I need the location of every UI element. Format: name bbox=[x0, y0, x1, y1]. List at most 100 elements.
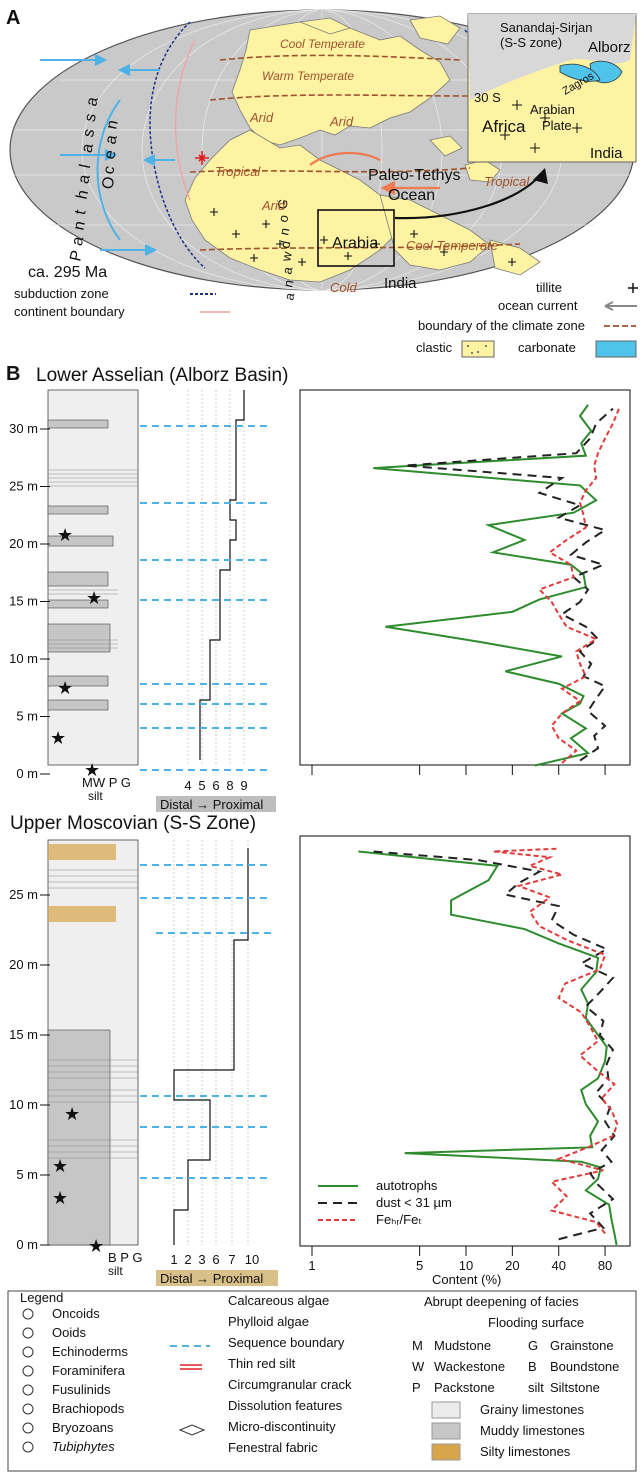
legend-item-label: Sequence boundary bbox=[228, 1335, 345, 1350]
panel-a-label: A bbox=[6, 7, 20, 29]
svg-text:★: ★ bbox=[57, 525, 73, 545]
legend-item-label: Thin red silt bbox=[228, 1356, 296, 1371]
panthalassa-letter: a bbox=[75, 173, 93, 185]
depth-tick-label: 25 m bbox=[9, 887, 38, 902]
content-tick-label: 5 bbox=[416, 1258, 423, 1273]
legend-flooding-label: Flooding surface bbox=[488, 1315, 584, 1330]
texture-name: Grainstone bbox=[550, 1338, 614, 1353]
texture-abbrev: silt bbox=[528, 1380, 544, 1395]
gondwana-letter: a bbox=[279, 265, 295, 276]
climate-arid-1: Arid bbox=[249, 110, 274, 125]
upper-facies-axis: 1 2 3 6 7 10 bbox=[170, 1252, 259, 1267]
texture-name: Packstone bbox=[434, 1380, 495, 1395]
panthalassa-letter: a bbox=[69, 235, 87, 247]
texture-abbrev: P bbox=[412, 1380, 421, 1395]
legend-symbol-icon bbox=[22, 1384, 34, 1396]
legend-symbol-icon bbox=[22, 1441, 34, 1453]
ocean-letter: n bbox=[103, 119, 121, 131]
lower-facies-axis-bar bbox=[156, 796, 276, 812]
inset-alborz: Alborz bbox=[588, 39, 631, 56]
texture-name: Boundstone bbox=[550, 1359, 619, 1374]
legend-item-label: Ooids bbox=[52, 1325, 86, 1340]
depth-tick-label: 30 m bbox=[9, 421, 38, 436]
ocean-letter: O bbox=[99, 175, 118, 191]
legend-item-label: Calcareous algae bbox=[228, 1293, 329, 1308]
svg-text:★: ★ bbox=[88, 1236, 104, 1256]
shade-swatch bbox=[431, 1401, 461, 1419]
facies-tick-label: 7 bbox=[228, 1252, 235, 1267]
depth-tick-label: 15 m bbox=[9, 1027, 38, 1042]
svg-text:★: ★ bbox=[84, 760, 100, 780]
facies-tick-label: 5 bbox=[198, 778, 205, 793]
upper-section-title: Upper Moscovian (S-S Zone) bbox=[10, 813, 256, 834]
ocean-letter: e bbox=[101, 148, 119, 160]
upper-content-plot: autotrophs dust < 31 µm Feₕᵣ/Feₜ bbox=[299, 835, 631, 1247]
legend-current: ocean current bbox=[498, 298, 578, 313]
panel-b-label: B bbox=[6, 363, 20, 385]
legend-deepening-label: Abrupt deepening of facies bbox=[424, 1294, 579, 1309]
series-line-dustm bbox=[404, 407, 614, 762]
shade-swatch bbox=[431, 1443, 461, 1461]
legend-item-label: Fenestral fabric bbox=[228, 1440, 318, 1455]
panthalassa-letter: t bbox=[72, 208, 90, 216]
legend-tillite: tillite bbox=[536, 280, 562, 295]
paleo-tethys-label: Paleo-Tethys bbox=[368, 167, 461, 184]
ocean-vertical-label: Ocean bbox=[99, 119, 121, 191]
legend-continent: continent boundary bbox=[14, 304, 125, 319]
map-legend: subduction zone continent boundary tilli… bbox=[14, 280, 638, 358]
panthalassa-letter: P bbox=[67, 249, 86, 263]
gondwana-letter: n bbox=[276, 226, 292, 236]
shade-label: Grainy limestones bbox=[480, 1402, 585, 1417]
legend-title: Legend bbox=[20, 1290, 63, 1305]
legend-item-label: Brachiopods bbox=[52, 1401, 125, 1416]
legend-subduction: subduction zone bbox=[14, 286, 109, 301]
shade-label: Silty limestones bbox=[480, 1444, 571, 1459]
inset-map bbox=[467, 13, 637, 163]
upper-texture-bottom: silt bbox=[108, 1264, 123, 1278]
svg-text:★: ★ bbox=[57, 678, 73, 698]
inset-latitude: 30 S bbox=[474, 90, 501, 105]
facies-tick-label: 4 bbox=[184, 778, 191, 793]
shade-swatch bbox=[431, 1422, 461, 1440]
svg-text:★: ★ bbox=[50, 728, 66, 748]
climate-cool-temperate-south: Cool Temperate bbox=[406, 238, 498, 253]
panthalassa-letter: n bbox=[70, 220, 88, 232]
legend-column-2: Calcareous algae Phylloid algae Sequence b… bbox=[170, 1293, 352, 1455]
gondwana-letter: a bbox=[281, 291, 297, 302]
legend-item-label: Oncoids bbox=[52, 1306, 100, 1321]
depth-tick-label: 5 m bbox=[16, 1167, 38, 1182]
depth-tick-label: 20 m bbox=[9, 957, 38, 972]
series-legend-label: autotrophs bbox=[376, 1178, 438, 1193]
lower-facies-axis-label: Distal → Proximal bbox=[160, 797, 263, 812]
legend-box bbox=[7, 1290, 637, 1472]
facies-tick-label: 6 bbox=[212, 1252, 219, 1267]
lower-content-plot bbox=[299, 389, 631, 767]
lower-depth-axis: 0 m 5 m 10 m 15 m 20 m 25 m 30 m bbox=[9, 421, 50, 781]
legend-item-label: Dissolution features bbox=[228, 1398, 343, 1413]
upper-facies-axis-bar bbox=[156, 1270, 278, 1286]
content-tick-label: 40 bbox=[551, 1258, 565, 1273]
texture-name: Mudstone bbox=[434, 1338, 491, 1353]
legend-carbonate: carbonate bbox=[518, 340, 576, 355]
legend-symbol-icon bbox=[22, 1327, 34, 1339]
legend-symbol-icon bbox=[22, 1365, 34, 1377]
content-axis-label: Content (%) bbox=[432, 1272, 501, 1287]
depth-tick-label: 10 m bbox=[9, 1097, 38, 1112]
panthalassa-letter: h bbox=[74, 189, 92, 201]
depth-tick-label: 5 m bbox=[16, 709, 38, 724]
facies-tick-label: 8 bbox=[226, 778, 233, 793]
depth-tick-label: 25 m bbox=[9, 479, 38, 494]
legend-item-label: Micro-discontinuity bbox=[228, 1419, 336, 1434]
legend-clastic: clastic bbox=[416, 340, 453, 355]
texture-abbrev: W bbox=[412, 1359, 425, 1374]
gondwana-letter: G bbox=[274, 198, 291, 211]
svg-text:★: ★ bbox=[64, 1104, 80, 1124]
panthalassa-letter: a bbox=[83, 95, 101, 107]
gondwana-letter: o bbox=[275, 213, 291, 223]
legend-item-label: Echinoderms bbox=[52, 1344, 128, 1359]
inset-india: India bbox=[590, 145, 623, 162]
legend-column-3: Abrupt deepening of facies Flooding surfa… bbox=[412, 1294, 619, 1461]
upper-lithology-column: ★ ★ ★ ★ bbox=[47, 839, 139, 1256]
facies-tick-label: 9 bbox=[240, 778, 247, 793]
age-label: ca. 295 Ma bbox=[28, 264, 107, 281]
